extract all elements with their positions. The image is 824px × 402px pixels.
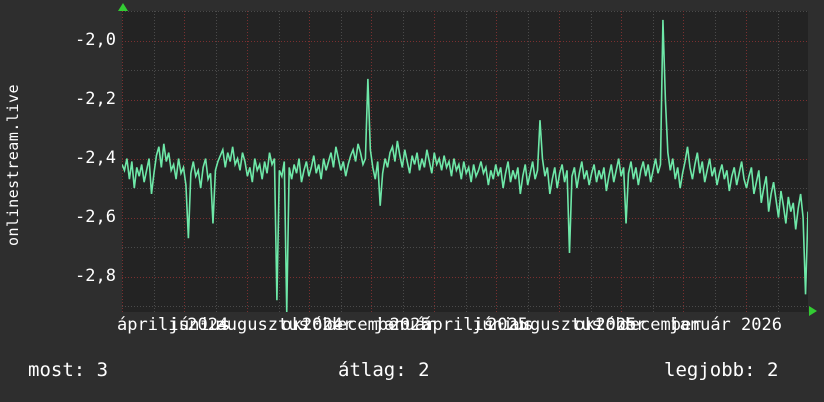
x-axis-tick-label: augusztus [509,315,602,335]
grid-minor [122,11,808,312]
x-axis-tick-label: január 2026 [669,315,782,335]
summary-now: most: 3 [28,359,109,381]
x-axis-tick-label: június [472,315,534,335]
x-axis-tick-label: 2025 [389,315,431,335]
x-axis-tick-label: április [117,315,189,335]
y-axis-tick-label: -2,4 [75,147,116,168]
x-axis-tick-label: október [574,315,647,335]
y-axis-tick-label: -2,8 [75,265,116,286]
x-axis-tick-label: 2025 [595,315,637,335]
summary-best: legjobb: 2 [664,359,779,381]
x-axis-arrow-icon [809,306,817,316]
x-axis-tick-label: január [373,315,436,335]
x-axis-tick-label: 2024 [187,315,229,335]
y-axis-title-text: onlinestream.live [4,83,22,247]
x-axis-tick-label: október [281,315,354,335]
x-axis-tick-label: december [619,315,702,335]
y-axis-tick-label: -2,2 [75,88,116,109]
y-axis-title: onlinestream.live [0,0,26,330]
x-axis-tick-label: 2024 [301,315,343,335]
y-axis-arrow-icon [118,3,128,11]
summary-average: átlag: 2 [338,359,430,381]
x-axis-tick-label: június [168,315,231,335]
y-axis-tick-labels: -2,0 -2,2 -2,4 -2,6 -2,8 [38,0,116,330]
y-axis-tick-label: -2,6 [75,206,116,227]
y-axis-tick-label: -2,0 [75,29,116,50]
data-series-line [122,19,808,312]
x-axis-tick-label: december [326,315,409,335]
summary-row: most: 3 átlag: 2 legjobb: 2 [0,358,824,388]
x-axis-tick-label: 2025 [487,315,529,335]
x-axis-tick-label: április [422,315,494,335]
x-axis-tick-label: augusztus [216,315,309,335]
plot-area [122,11,808,312]
x-axis-tick-labels: április június 2024 augusztus október 2024 dec… [0,315,824,341]
